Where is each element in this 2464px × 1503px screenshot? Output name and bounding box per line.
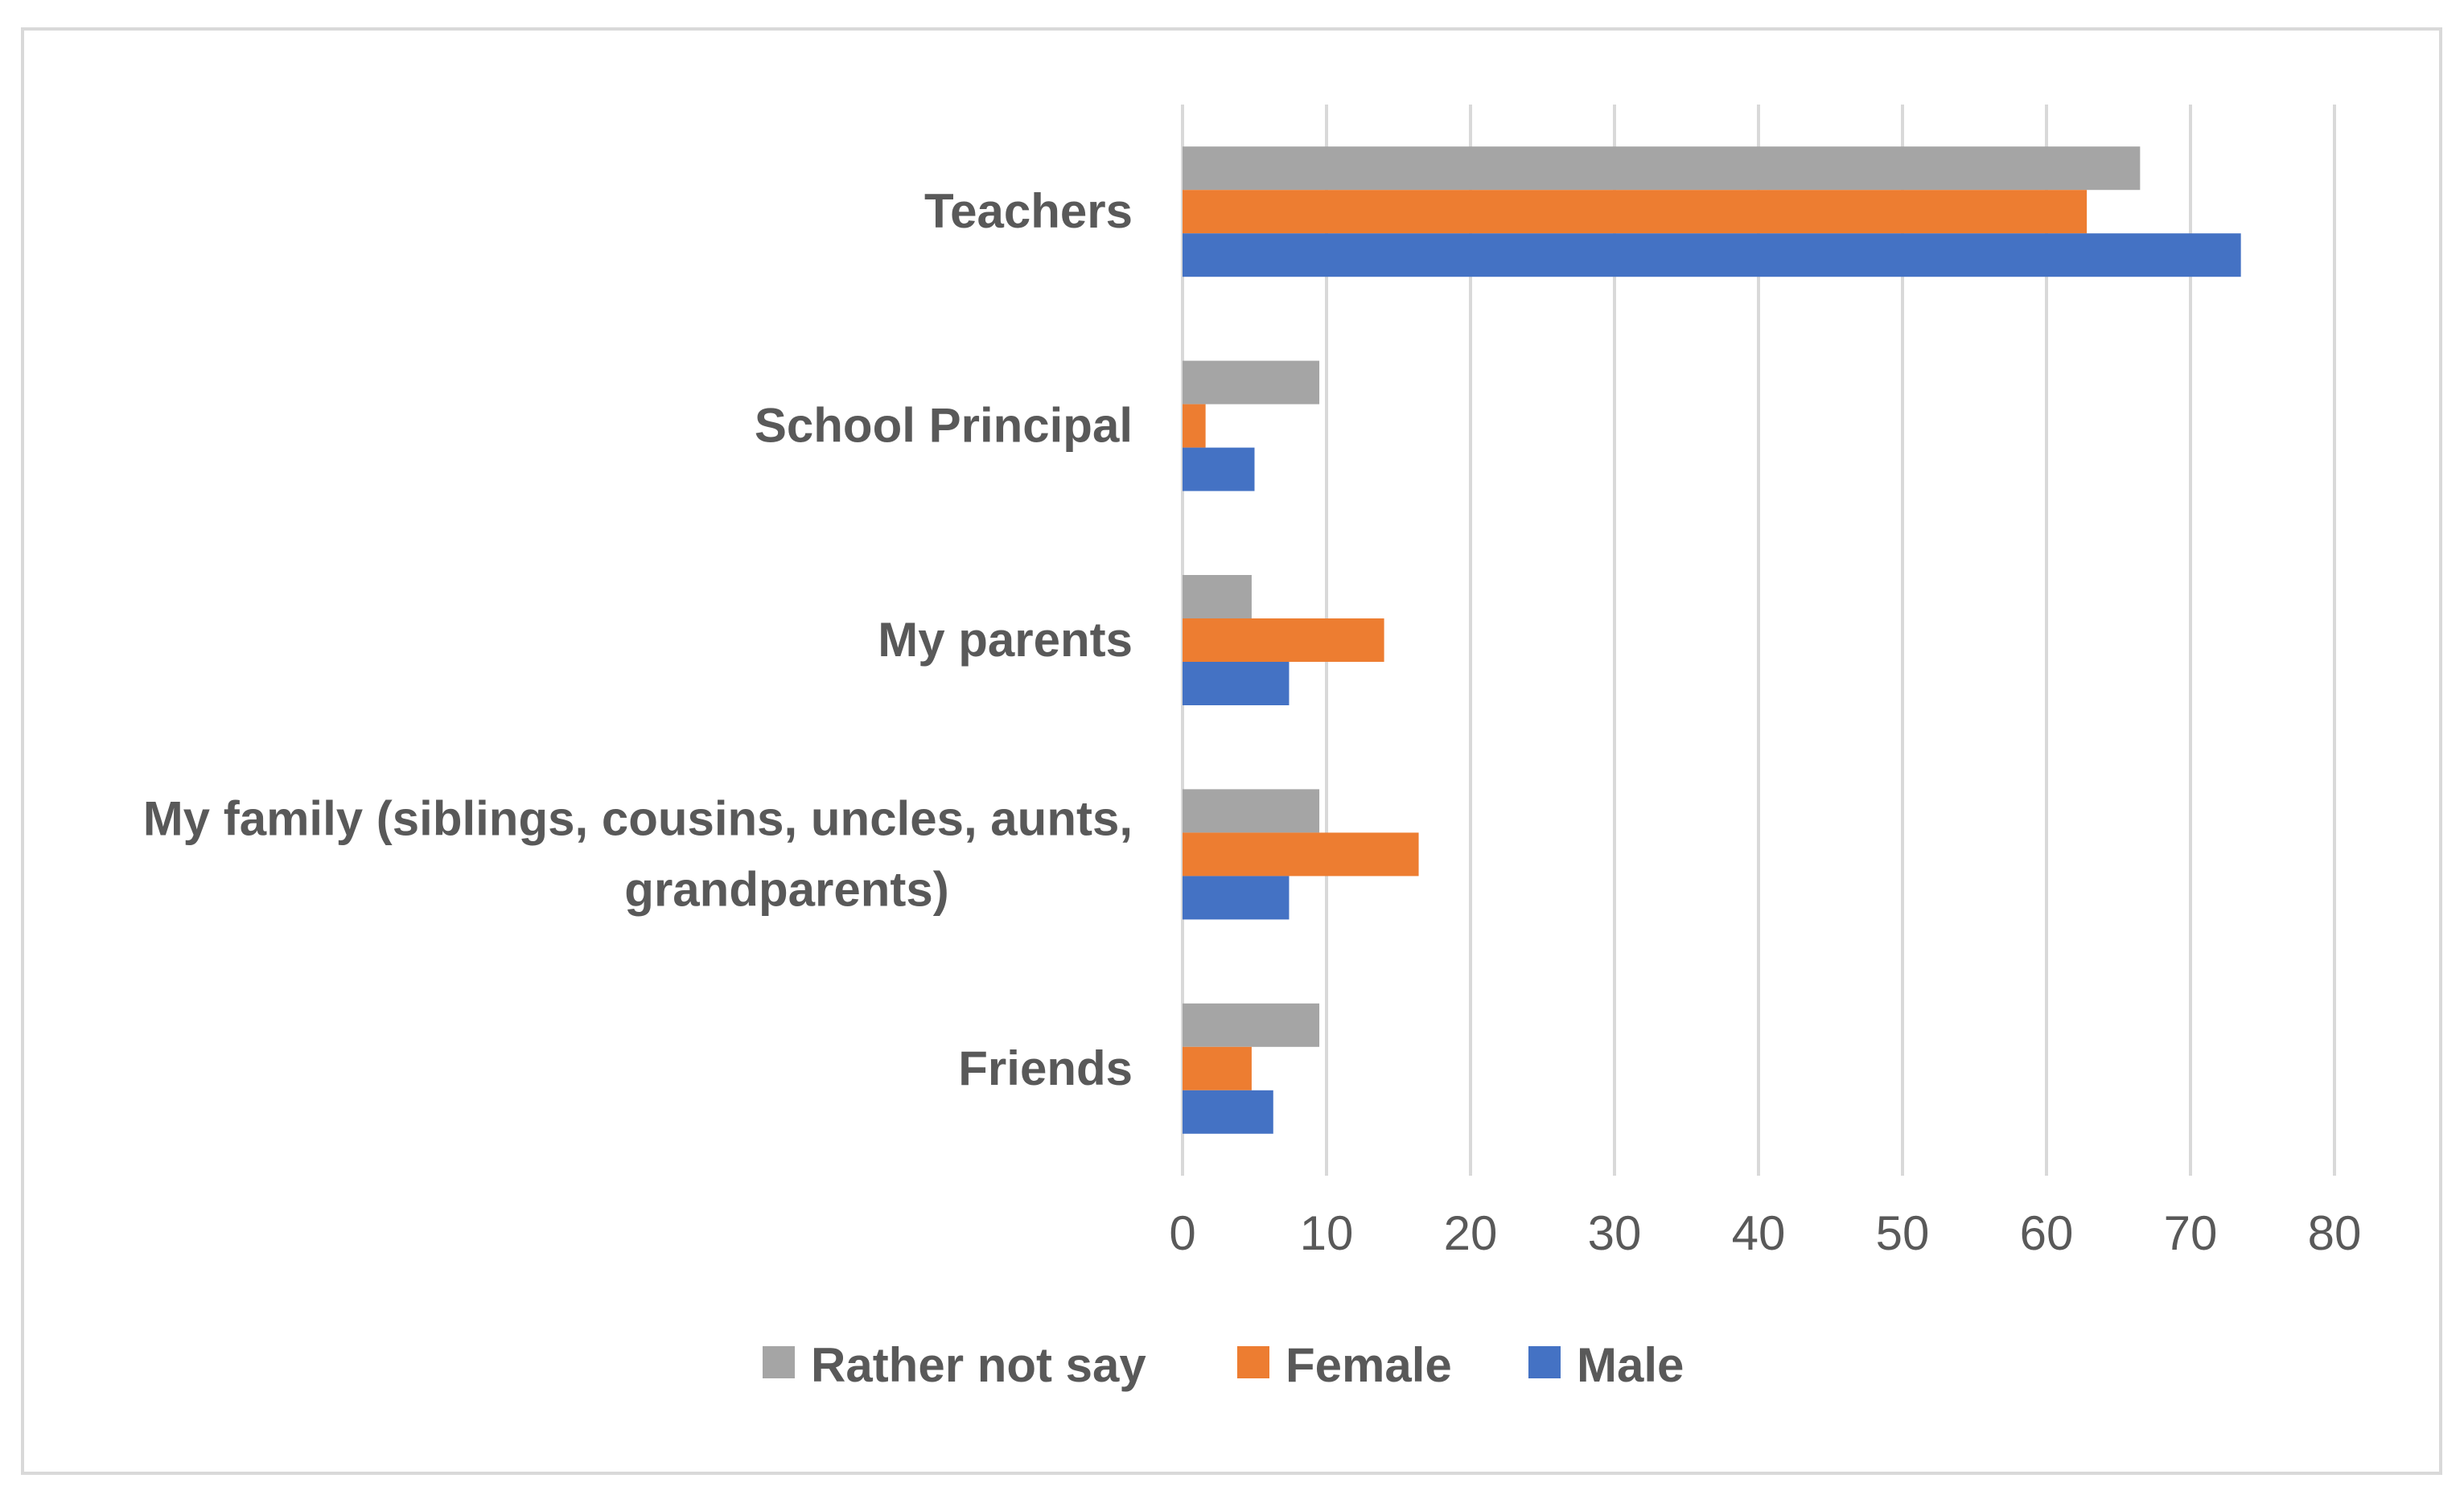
bar-school-principal-female: [1183, 404, 1206, 448]
legend-swatch-rather-not-say: [763, 1346, 795, 1378]
bar-school-principal-male: [1183, 447, 1255, 491]
bar-friends-male: [1183, 1090, 1273, 1134]
bar-friends-rather-not-say: [1183, 1003, 1320, 1047]
bar-teachers-female: [1183, 190, 2088, 234]
category-label-line: My parents: [878, 613, 1133, 667]
x-tick-label-60: 60: [2020, 1206, 2074, 1260]
bar-my-family-siblings-cousins-uncles-aunts-grandparents-male: [1183, 876, 1290, 920]
bar-teachers-rather-not-say: [1183, 146, 2141, 191]
category-label-line: grandparents): [624, 862, 948, 916]
bar-friends-female: [1183, 1046, 1252, 1090]
category-label-my-parents: My parents: [878, 613, 1133, 667]
x-tick-label-80: 80: [2308, 1206, 2362, 1260]
category-label-my-family-siblings-cousins-uncles-aunts-grandparents: My family (siblings, cousins, uncles, au…: [143, 791, 1133, 916]
x-tick-label-40: 40: [1732, 1206, 1786, 1260]
category-labels: Teachers School Principal My parents My fam…: [143, 184, 1133, 1095]
x-axis-tick-labels: 0 10 20 30 40 50 60 70 80: [1169, 1206, 2361, 1260]
x-tick-label-0: 0: [1169, 1206, 1195, 1260]
legend: Rather not say Female Male: [763, 1338, 1684, 1392]
legend-label-female: Female: [1285, 1338, 1452, 1392]
category-label-school-principal: School Principal: [755, 399, 1133, 453]
category-label-line: School Principal: [755, 399, 1133, 453]
category-label-teachers: Teachers: [924, 184, 1133, 238]
bar-my-family-siblings-cousins-uncles-aunts-grandparents-female: [1183, 832, 1419, 877]
x-tick-label-70: 70: [2164, 1206, 2218, 1260]
category-label-line: Teachers: [924, 184, 1133, 238]
legend-swatch-male: [1528, 1346, 1561, 1378]
bar-school-principal-rather-not-say: [1183, 360, 1320, 404]
gridlines: [1181, 105, 2336, 1176]
bar-my-family-siblings-cousins-uncles-aunts-grandparents-rather-not-say: [1183, 789, 1320, 833]
bar-my-parents-rather-not-say: [1183, 575, 1252, 618]
legend-label-male: Male: [1577, 1338, 1684, 1392]
bar-teachers-male: [1183, 233, 2241, 277]
bar-my-parents-male: [1183, 662, 1290, 705]
x-tick-label-50: 50: [1876, 1206, 1930, 1260]
x-tick-label-20: 20: [1444, 1206, 1498, 1260]
x-tick-label-30: 30: [1588, 1206, 1642, 1260]
legend-swatch-female: [1237, 1346, 1269, 1378]
legend-label-rather-not-say: Rather not say: [811, 1338, 1146, 1392]
bars: [1183, 146, 2241, 1134]
x-tick-label-10: 10: [1300, 1206, 1354, 1260]
category-label-line: My family (siblings, cousins, uncles, au…: [143, 791, 1133, 845]
bar-chart: Teachers School Principal My parents My fam…: [143, 105, 2361, 1392]
category-label-line: Friends: [958, 1041, 1133, 1095]
bar-my-parents-female: [1183, 618, 1384, 662]
chart-frame: Teachers School Principal My parents My fam…: [21, 27, 2442, 1475]
category-label-friends: Friends: [958, 1041, 1133, 1095]
